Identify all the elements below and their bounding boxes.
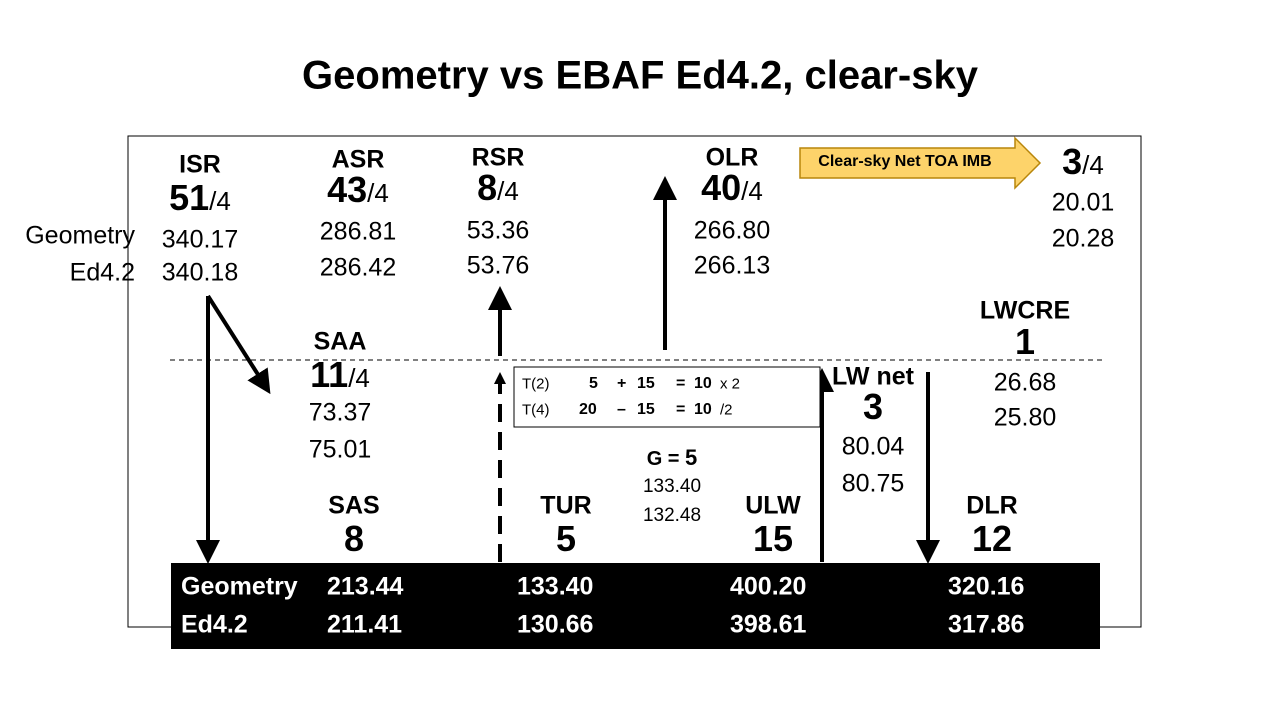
equation-part: –	[617, 401, 626, 418]
node-label: SAA	[313, 327, 367, 356]
node-value: 43/4	[327, 169, 389, 211]
big: 15	[752, 518, 794, 559]
equation-part: 5	[589, 375, 598, 392]
row-label: Geometry	[25, 221, 135, 250]
value: 75.01	[308, 435, 372, 464]
node-g: G = 5	[647, 445, 698, 471]
value: 20.28	[1051, 224, 1115, 253]
value: 286.42	[319, 253, 397, 282]
value: 340.17	[161, 225, 239, 254]
value: 53.76	[466, 251, 530, 280]
arrowhead	[494, 372, 506, 384]
node-value: 8	[344, 518, 364, 560]
label: G =	[646, 448, 680, 470]
node-value: 51/4	[169, 177, 231, 219]
equation-part: /2	[720, 401, 733, 419]
big: 5	[555, 518, 577, 559]
big: 40	[701, 167, 742, 208]
equation-part: 10	[694, 375, 712, 392]
title: Geometry vs EBAF Ed4.2, clear-sky	[302, 53, 978, 98]
node-value: 40/4	[701, 167, 763, 209]
value: 53.36	[466, 216, 530, 245]
equation-box	[513, 366, 821, 428]
node-label: SAS	[328, 491, 380, 520]
table-cell: Geometry	[181, 572, 298, 601]
big: 3	[862, 386, 884, 427]
value: 73.37	[308, 398, 372, 427]
value: 266.13	[693, 251, 771, 280]
table-cell: 317.86	[948, 610, 1025, 639]
imbalance-arrow	[799, 136, 1042, 190]
big: 8	[477, 167, 498, 208]
imbalance-label: Clear-sky Net TOA IMB	[818, 153, 992, 170]
arrow	[206, 294, 271, 395]
suffix: /4	[209, 186, 231, 216]
table-cell: Ed4.2	[181, 610, 248, 639]
big: 51	[169, 177, 210, 218]
value: 133.40	[642, 476, 702, 497]
node-label: ASR	[331, 145, 385, 174]
equation-part: T(2)	[522, 375, 550, 393]
suffix: /4	[367, 178, 389, 208]
table-cell: 211.41	[327, 610, 403, 639]
row-label: Ed4.2	[69, 258, 135, 287]
node-label: TUR	[540, 491, 592, 520]
table-bg	[171, 563, 1100, 649]
value: 80.75	[841, 469, 905, 498]
suffix: /4	[497, 176, 519, 206]
suffix: /4	[1082, 150, 1104, 180]
table-cell: 400.20	[730, 572, 807, 601]
table-cell: 133.40	[517, 572, 594, 601]
big: 1	[1014, 321, 1036, 362]
big: 8	[343, 518, 365, 559]
equation-part: =	[676, 401, 686, 418]
node-label: RSR	[471, 143, 525, 172]
node-value: 1	[1015, 321, 1035, 363]
table-cell: 320.16	[948, 572, 1025, 601]
suffix: /4	[741, 176, 763, 206]
node-label: OLR	[705, 143, 759, 172]
table-cell: 398.61	[730, 610, 807, 639]
value: 80.04	[841, 432, 905, 461]
node-label: DLR	[966, 491, 1018, 520]
table-cell: 130.66	[517, 610, 594, 639]
value: 340.18	[161, 258, 239, 287]
imbalance-value: 3/4	[1062, 141, 1104, 183]
value: 132.48	[642, 505, 702, 526]
node-value: 5	[556, 518, 576, 560]
table-cell: 213.44	[327, 572, 404, 601]
big: 11	[310, 354, 349, 395]
node-value: 8/4	[477, 167, 519, 209]
equation-part: 20	[579, 401, 597, 418]
node-label: LWCRE	[979, 296, 1071, 325]
equation-part: T(4)	[522, 401, 550, 419]
equation-part: x 2	[720, 375, 741, 393]
big: 5	[685, 445, 698, 470]
value: 25.80	[993, 403, 1057, 432]
value: 26.68	[993, 368, 1057, 397]
equation-part: 10	[694, 401, 712, 418]
node-label: ULW	[745, 491, 801, 520]
value: 20.01	[1051, 188, 1115, 217]
node-value: 15	[753, 518, 793, 560]
equation-part: =	[676, 375, 686, 392]
suffix: /4	[348, 363, 370, 393]
node-value: 12	[972, 518, 1012, 560]
node-value: 3	[863, 386, 883, 428]
equation-part: 15	[637, 375, 655, 392]
equation-part: 15	[637, 401, 655, 418]
node-label: LW net	[832, 362, 914, 391]
node-label: ISR	[179, 150, 221, 179]
big: 12	[971, 518, 1013, 559]
value: 266.80	[693, 216, 771, 245]
big: 43	[327, 169, 368, 210]
value: 286.81	[319, 217, 397, 246]
node-value: 11/4	[310, 354, 370, 396]
big: 3	[1062, 141, 1083, 182]
equation-part: +	[617, 375, 627, 392]
